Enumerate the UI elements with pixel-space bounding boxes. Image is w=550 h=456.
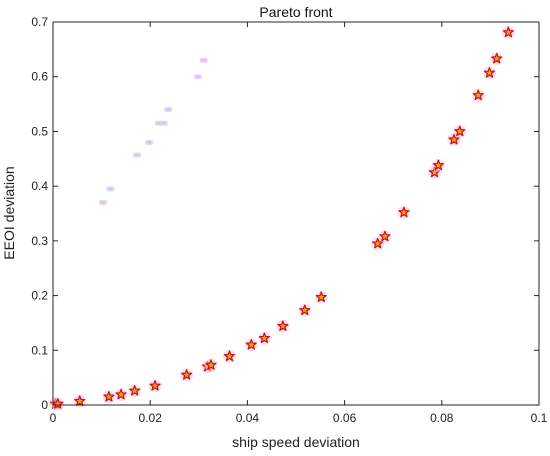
- data-point: [223, 350, 235, 362]
- data-point: [74, 395, 86, 406]
- ghost-markers: [99, 57, 208, 206]
- ghost-marker-core: [161, 122, 166, 125]
- x-tick-label: 0.08: [430, 411, 454, 425]
- data-point: [103, 390, 115, 402]
- data-point: [205, 359, 217, 370]
- data-point: [277, 320, 289, 332]
- y-tick-label: 0.6: [31, 70, 48, 84]
- ghost-marker-core: [195, 75, 200, 78]
- ghost-marker-core: [166, 108, 171, 111]
- chart-title: Pareto front: [259, 4, 332, 20]
- data-point: [245, 339, 257, 350]
- x-tick-label: 0.1: [531, 411, 548, 425]
- x-tick-label: 0.04: [236, 411, 260, 425]
- data-markers: [48, 25, 515, 411]
- axis-ticks: 0 0.02 0.04 0.06 0.08 0.1 0 0.1 0.2 0.3 0.4 0.5 0.6 0…: [31, 15, 547, 425]
- x-tick-label: 0: [50, 411, 57, 425]
- ghost-marker-core: [135, 153, 140, 156]
- data-point: [115, 388, 127, 400]
- x-axis-title: ship speed deviation: [232, 434, 360, 450]
- data-point: [181, 369, 193, 380]
- data-point: [299, 304, 311, 316]
- x-tick-label: 0.06: [333, 411, 357, 425]
- ghost-marker-core: [108, 187, 113, 190]
- data-point: [258, 332, 270, 344]
- ghost-marker-core: [156, 122, 161, 125]
- data-point: [398, 206, 410, 218]
- data-point: [502, 26, 514, 38]
- y-tick-label: 0.5: [31, 124, 48, 138]
- data-point: [448, 133, 460, 145]
- data-point: [432, 159, 444, 171]
- data-point: [472, 89, 484, 101]
- data-point: [372, 237, 384, 249]
- data-point: [491, 52, 503, 64]
- y-tick-label: 0.7: [31, 15, 48, 29]
- data-point: [483, 67, 495, 78]
- y-axis-title: EEOI deviation: [1, 166, 17, 259]
- data-point: [379, 230, 391, 242]
- plot-frame: [52, 21, 540, 406]
- ghost-marker-core: [147, 141, 152, 144]
- x-tick-label: 0.02: [139, 411, 163, 425]
- y-tick-label: 0: [41, 398, 48, 412]
- y-tick-label: 0.2: [31, 289, 48, 303]
- data-point: [315, 291, 327, 303]
- y-tick-label: 0.1: [31, 343, 48, 357]
- ghost-marker-core: [201, 59, 206, 62]
- data-point: [129, 384, 141, 396]
- y-tick-label: 0.3: [31, 234, 48, 248]
- data-point: [52, 398, 64, 409]
- data-point: [454, 125, 466, 137]
- ghost-marker-core: [101, 201, 106, 204]
- data-point: [149, 380, 161, 391]
- y-tick-label: 0.4: [31, 179, 48, 193]
